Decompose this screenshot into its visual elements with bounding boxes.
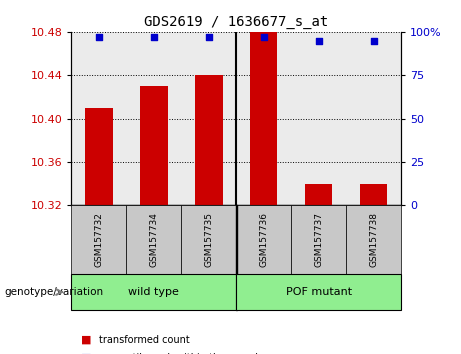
Text: ■: ■ bbox=[81, 353, 91, 354]
Text: wild type: wild type bbox=[129, 287, 179, 297]
FancyBboxPatch shape bbox=[236, 205, 237, 310]
Text: GSM157732: GSM157732 bbox=[95, 212, 103, 267]
Text: transformed count: transformed count bbox=[99, 335, 190, 345]
Text: GSM157737: GSM157737 bbox=[314, 212, 323, 267]
Bar bbox=[85, 108, 112, 205]
Point bbox=[205, 34, 213, 40]
Bar bbox=[250, 32, 278, 205]
Text: GSM157735: GSM157735 bbox=[204, 212, 213, 267]
FancyBboxPatch shape bbox=[71, 274, 236, 310]
Point bbox=[150, 34, 158, 40]
Point bbox=[370, 38, 377, 43]
Text: ■: ■ bbox=[81, 335, 91, 345]
Bar bbox=[360, 184, 387, 205]
Bar bbox=[140, 86, 168, 205]
Title: GDS2619 / 1636677_s_at: GDS2619 / 1636677_s_at bbox=[144, 16, 328, 29]
Text: POF mutant: POF mutant bbox=[286, 287, 352, 297]
FancyBboxPatch shape bbox=[291, 205, 346, 274]
Text: GSM157738: GSM157738 bbox=[369, 212, 378, 267]
FancyBboxPatch shape bbox=[236, 205, 291, 274]
FancyBboxPatch shape bbox=[71, 205, 126, 274]
FancyBboxPatch shape bbox=[126, 205, 181, 274]
Bar bbox=[305, 184, 332, 205]
Point bbox=[95, 34, 103, 40]
Text: percentile rank within the sample: percentile rank within the sample bbox=[99, 353, 264, 354]
Bar bbox=[195, 75, 223, 205]
FancyBboxPatch shape bbox=[346, 205, 401, 274]
Text: GSM157736: GSM157736 bbox=[259, 212, 268, 267]
Point bbox=[315, 38, 322, 43]
Text: genotype/variation: genotype/variation bbox=[5, 287, 104, 297]
FancyBboxPatch shape bbox=[236, 274, 401, 310]
Text: GSM157734: GSM157734 bbox=[149, 212, 159, 267]
Point bbox=[260, 34, 267, 40]
FancyBboxPatch shape bbox=[181, 205, 236, 274]
